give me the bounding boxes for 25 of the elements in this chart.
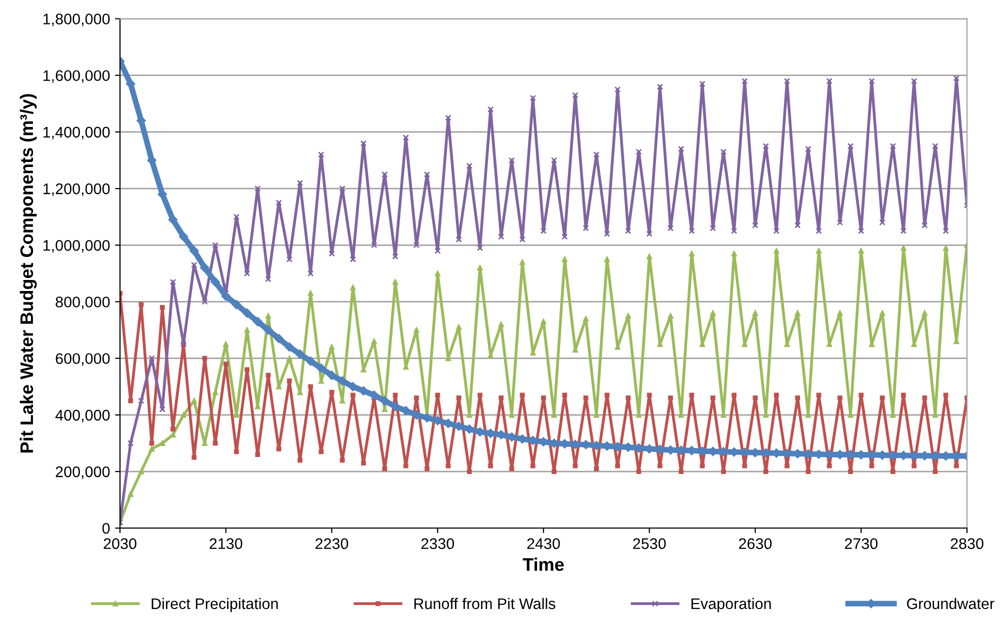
y-tick-label: 800,000 <box>56 296 110 310</box>
x-tick-label: 2230 <box>316 538 348 550</box>
y-tick-label: 1,200,000 <box>43 183 110 196</box>
x-tick-label: 2130 <box>210 538 242 550</box>
y-tick-label: 0 <box>102 522 110 534</box>
x-tick-label: 2830 <box>950 538 984 550</box>
y-axis-title: Pit Lake Water Budget Components (m³/y) <box>20 94 37 452</box>
y-tick-label: 1,600,000 <box>43 70 110 83</box>
y-tick-label: 1,800,000 <box>43 14 110 26</box>
y-tick-label: 1,000,000 <box>43 240 110 253</box>
x-tick-label: 2630 <box>739 538 772 550</box>
y-tick-label: 600,000 <box>56 353 110 366</box>
legend-label: Evaporation <box>692 598 771 612</box>
y-tick-label: 400,000 <box>55 410 110 422</box>
legend-label: Groundwater <box>906 598 994 610</box>
x-axis-title: Time <box>522 558 564 571</box>
x-tick-label: 2430 <box>527 538 560 550</box>
y-tick-label: 200,000 <box>56 466 110 480</box>
y-tick-label: 1,400,000 <box>43 126 110 140</box>
x-tick-label: 2330 <box>421 538 454 550</box>
x-tick-label: 2030 <box>104 538 136 550</box>
legend-label: Runoff from Pit Walls <box>414 598 556 610</box>
legend-label: Direct Precipitation <box>152 598 278 612</box>
x-tick-label: 2730 <box>844 538 878 550</box>
x-tick-label: 2530 <box>633 538 666 550</box>
